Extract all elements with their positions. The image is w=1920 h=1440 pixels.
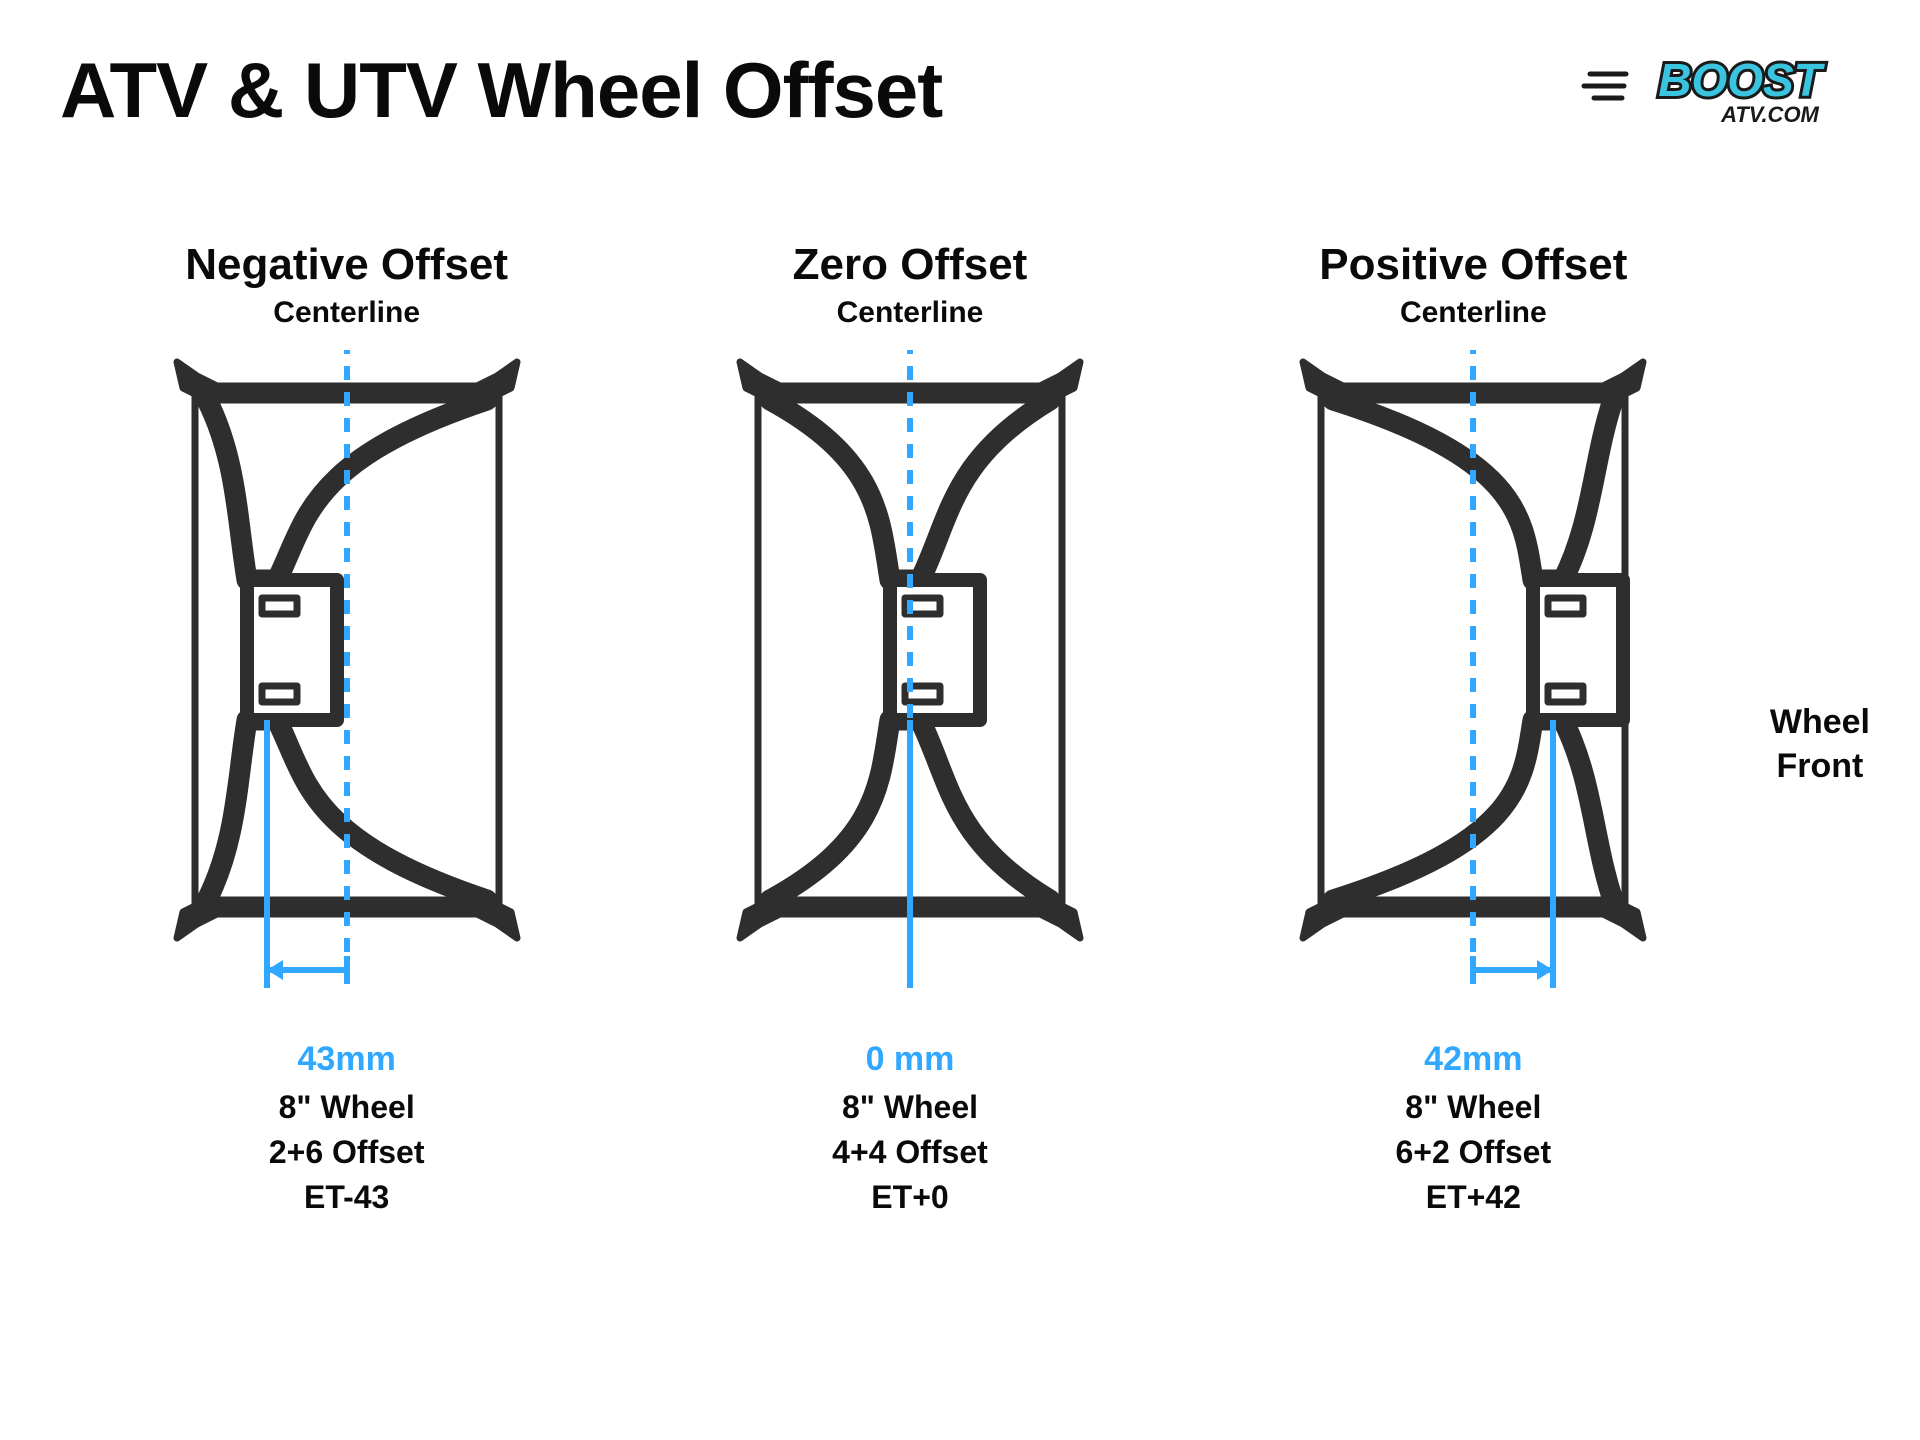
wheel-box — [137, 350, 557, 1030]
wheel-cross-section — [700, 350, 1120, 1030]
panel-sub: Centerline — [273, 296, 420, 330]
panel-title: Negative Offset — [185, 240, 508, 290]
wheel-cross-section — [1263, 350, 1683, 1030]
logo-text-top: BOOST — [1658, 54, 1825, 106]
panel-sub: Centerline — [837, 296, 984, 330]
offset-measure: 42mm — [1424, 1040, 1522, 1079]
panel-title: Positive Offset — [1319, 240, 1627, 290]
page-title: ATV & UTV Wheel Offset — [60, 45, 942, 136]
brand-logo: BOOST ATV.COM — [1580, 40, 1860, 140]
offset-panel: Negative Offset Centerline 43mm 8" Wheel… — [80, 240, 613, 1219]
bolt-slot — [262, 686, 297, 702]
wheel-cross-section — [137, 350, 557, 1030]
wheel-spec: 8" Wheel2+6 OffsetET-43 — [269, 1085, 425, 1219]
logo-text-bottom: ATV.COM — [1720, 102, 1819, 127]
offset-panel: Zero Offset Centerline 0 mm 8" Wheel4+4 … — [643, 240, 1176, 1219]
panel-sub: Centerline — [1400, 296, 1547, 330]
offset-panel: Positive Offset Centerline 42mm 8" Wheel… — [1207, 240, 1740, 1219]
offset-measure: 0 mm — [866, 1040, 955, 1079]
wheel-box — [1263, 350, 1683, 1030]
wheel-front-label: WheelFront — [1770, 700, 1870, 788]
bolt-slot — [1548, 598, 1583, 614]
wheel-spec: 8" Wheel6+2 OffsetET+42 — [1396, 1085, 1552, 1219]
panel-title: Zero Offset — [793, 240, 1028, 290]
offset-measure: 43mm — [298, 1040, 396, 1079]
wheel-box — [700, 350, 1120, 1030]
wheel-spec: 8" Wheel4+4 OffsetET+0 — [832, 1085, 988, 1219]
bolt-slot — [1548, 686, 1583, 702]
bolt-slot — [262, 598, 297, 614]
speed-lines-icon — [1584, 74, 1626, 98]
diagram-row: Negative Offset Centerline 43mm 8" Wheel… — [80, 240, 1740, 1219]
